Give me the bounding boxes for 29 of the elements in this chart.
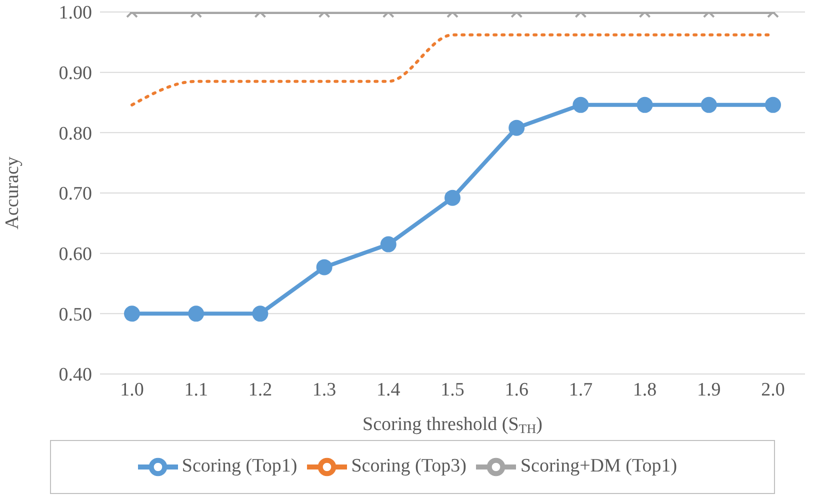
x-tick-label: 1.0 <box>120 379 144 400</box>
y-tick-label: 0.70 <box>58 184 92 205</box>
y-tick-label: 0.90 <box>58 63 92 84</box>
x-tick-label: 1.1 <box>184 379 208 400</box>
y-tick-label: 0.40 <box>58 364 92 386</box>
x-tick-label: 1.2 <box>248 379 272 400</box>
x-tick-label: 1.9 <box>697 379 721 400</box>
x-tick-label: 1.4 <box>376 379 401 400</box>
x-tick-label: 2.0 <box>761 379 785 400</box>
legend-label: Scoring (Top3) <box>351 455 466 476</box>
x-tick-label: 1.5 <box>440 379 464 400</box>
x-axis-title: Scoring threshold (S$_{TH}$) <box>362 414 542 436</box>
x-tick-label: 1.8 <box>632 379 657 400</box>
x-tick-label: 1.6 <box>504 379 528 400</box>
point <box>188 306 204 322</box>
point <box>124 306 140 322</box>
x-tick-label: 1.7 <box>568 379 593 400</box>
legend-label: Scoring+DM (Top1) <box>520 455 678 476</box>
y-tick-label: 0.60 <box>58 244 92 266</box>
point <box>444 190 460 206</box>
point <box>316 259 332 276</box>
y-tick-label: 0.50 <box>58 304 92 326</box>
point <box>252 306 268 322</box>
y-axis-title: Accuracy <box>2 156 23 230</box>
point <box>380 236 396 252</box>
y-tick-label: 1.00 <box>58 2 92 24</box>
x-tick-label: 1.3 <box>312 379 336 400</box>
legend-label: Scoring (Top1) <box>182 455 298 476</box>
y-tick-label: 0.80 <box>58 123 92 144</box>
